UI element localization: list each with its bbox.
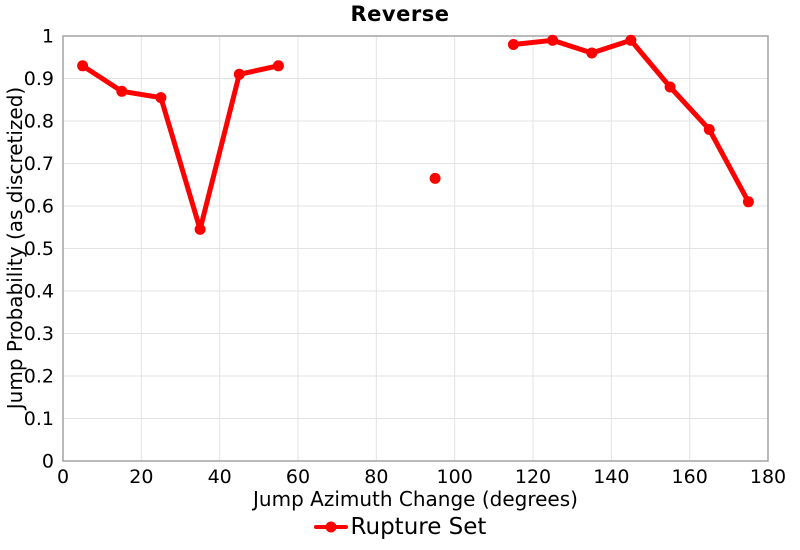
svg-text:0: 0 [42, 451, 54, 473]
plot-border [62, 35, 769, 462]
svg-text:1: 1 [42, 26, 54, 48]
series-line [80, 63, 281, 232]
svg-text:0.3: 0.3 [24, 323, 54, 345]
data-point [703, 124, 715, 135]
data-point [742, 196, 754, 208]
svg-text:0.6: 0.6 [24, 196, 54, 218]
data-point [586, 47, 598, 59]
legend-line-marker-icon [313, 521, 348, 533]
data-point [272, 60, 284, 72]
x-tick-labels: 0 20 40 60 80 100 120 140 160 180 [57, 466, 786, 488]
svg-text:180: 180 [750, 466, 786, 488]
chart-title: Reverse [350, 2, 450, 26]
svg-text:40: 40 [208, 466, 232, 488]
svg-text:20: 20 [129, 466, 153, 488]
svg-text:140: 140 [593, 466, 629, 488]
svg-text:0.5: 0.5 [24, 238, 54, 260]
svg-text:0.9: 0.9 [24, 68, 54, 90]
legend: Rupture Set [0, 514, 800, 540]
data-point [116, 85, 128, 97]
svg-text:120: 120 [515, 466, 551, 488]
gridlines [63, 36, 768, 461]
legend-label: Rupture Set [350, 514, 487, 540]
x-axis-label: Jump Azimuth Change (degrees) [253, 487, 578, 511]
data-point [664, 81, 676, 93]
svg-text:60: 60 [286, 466, 310, 488]
data-point [194, 223, 206, 235]
data-point [155, 92, 167, 104]
svg-text:100: 100 [437, 466, 473, 488]
data-point [625, 34, 637, 46]
svg-text:0.1: 0.1 [24, 408, 54, 430]
svg-text:0.2: 0.2 [24, 366, 54, 388]
data-point [233, 68, 245, 80]
svg-text:0.8: 0.8 [24, 111, 54, 133]
data-point [507, 39, 519, 50]
y-tick-labels: 0 0.1 0.2 0.3 0.4 0.5 0.6 0.7 0.8 0.9 1 [24, 26, 54, 473]
data-point [547, 34, 559, 46]
svg-text:0.4: 0.4 [24, 281, 54, 303]
svg-text:160: 160 [672, 466, 708, 488]
svg-text:0: 0 [57, 466, 69, 488]
data-point [429, 172, 441, 184]
svg-text:0.7: 0.7 [24, 153, 54, 175]
data-point [77, 60, 89, 72]
svg-text:80: 80 [364, 466, 388, 488]
